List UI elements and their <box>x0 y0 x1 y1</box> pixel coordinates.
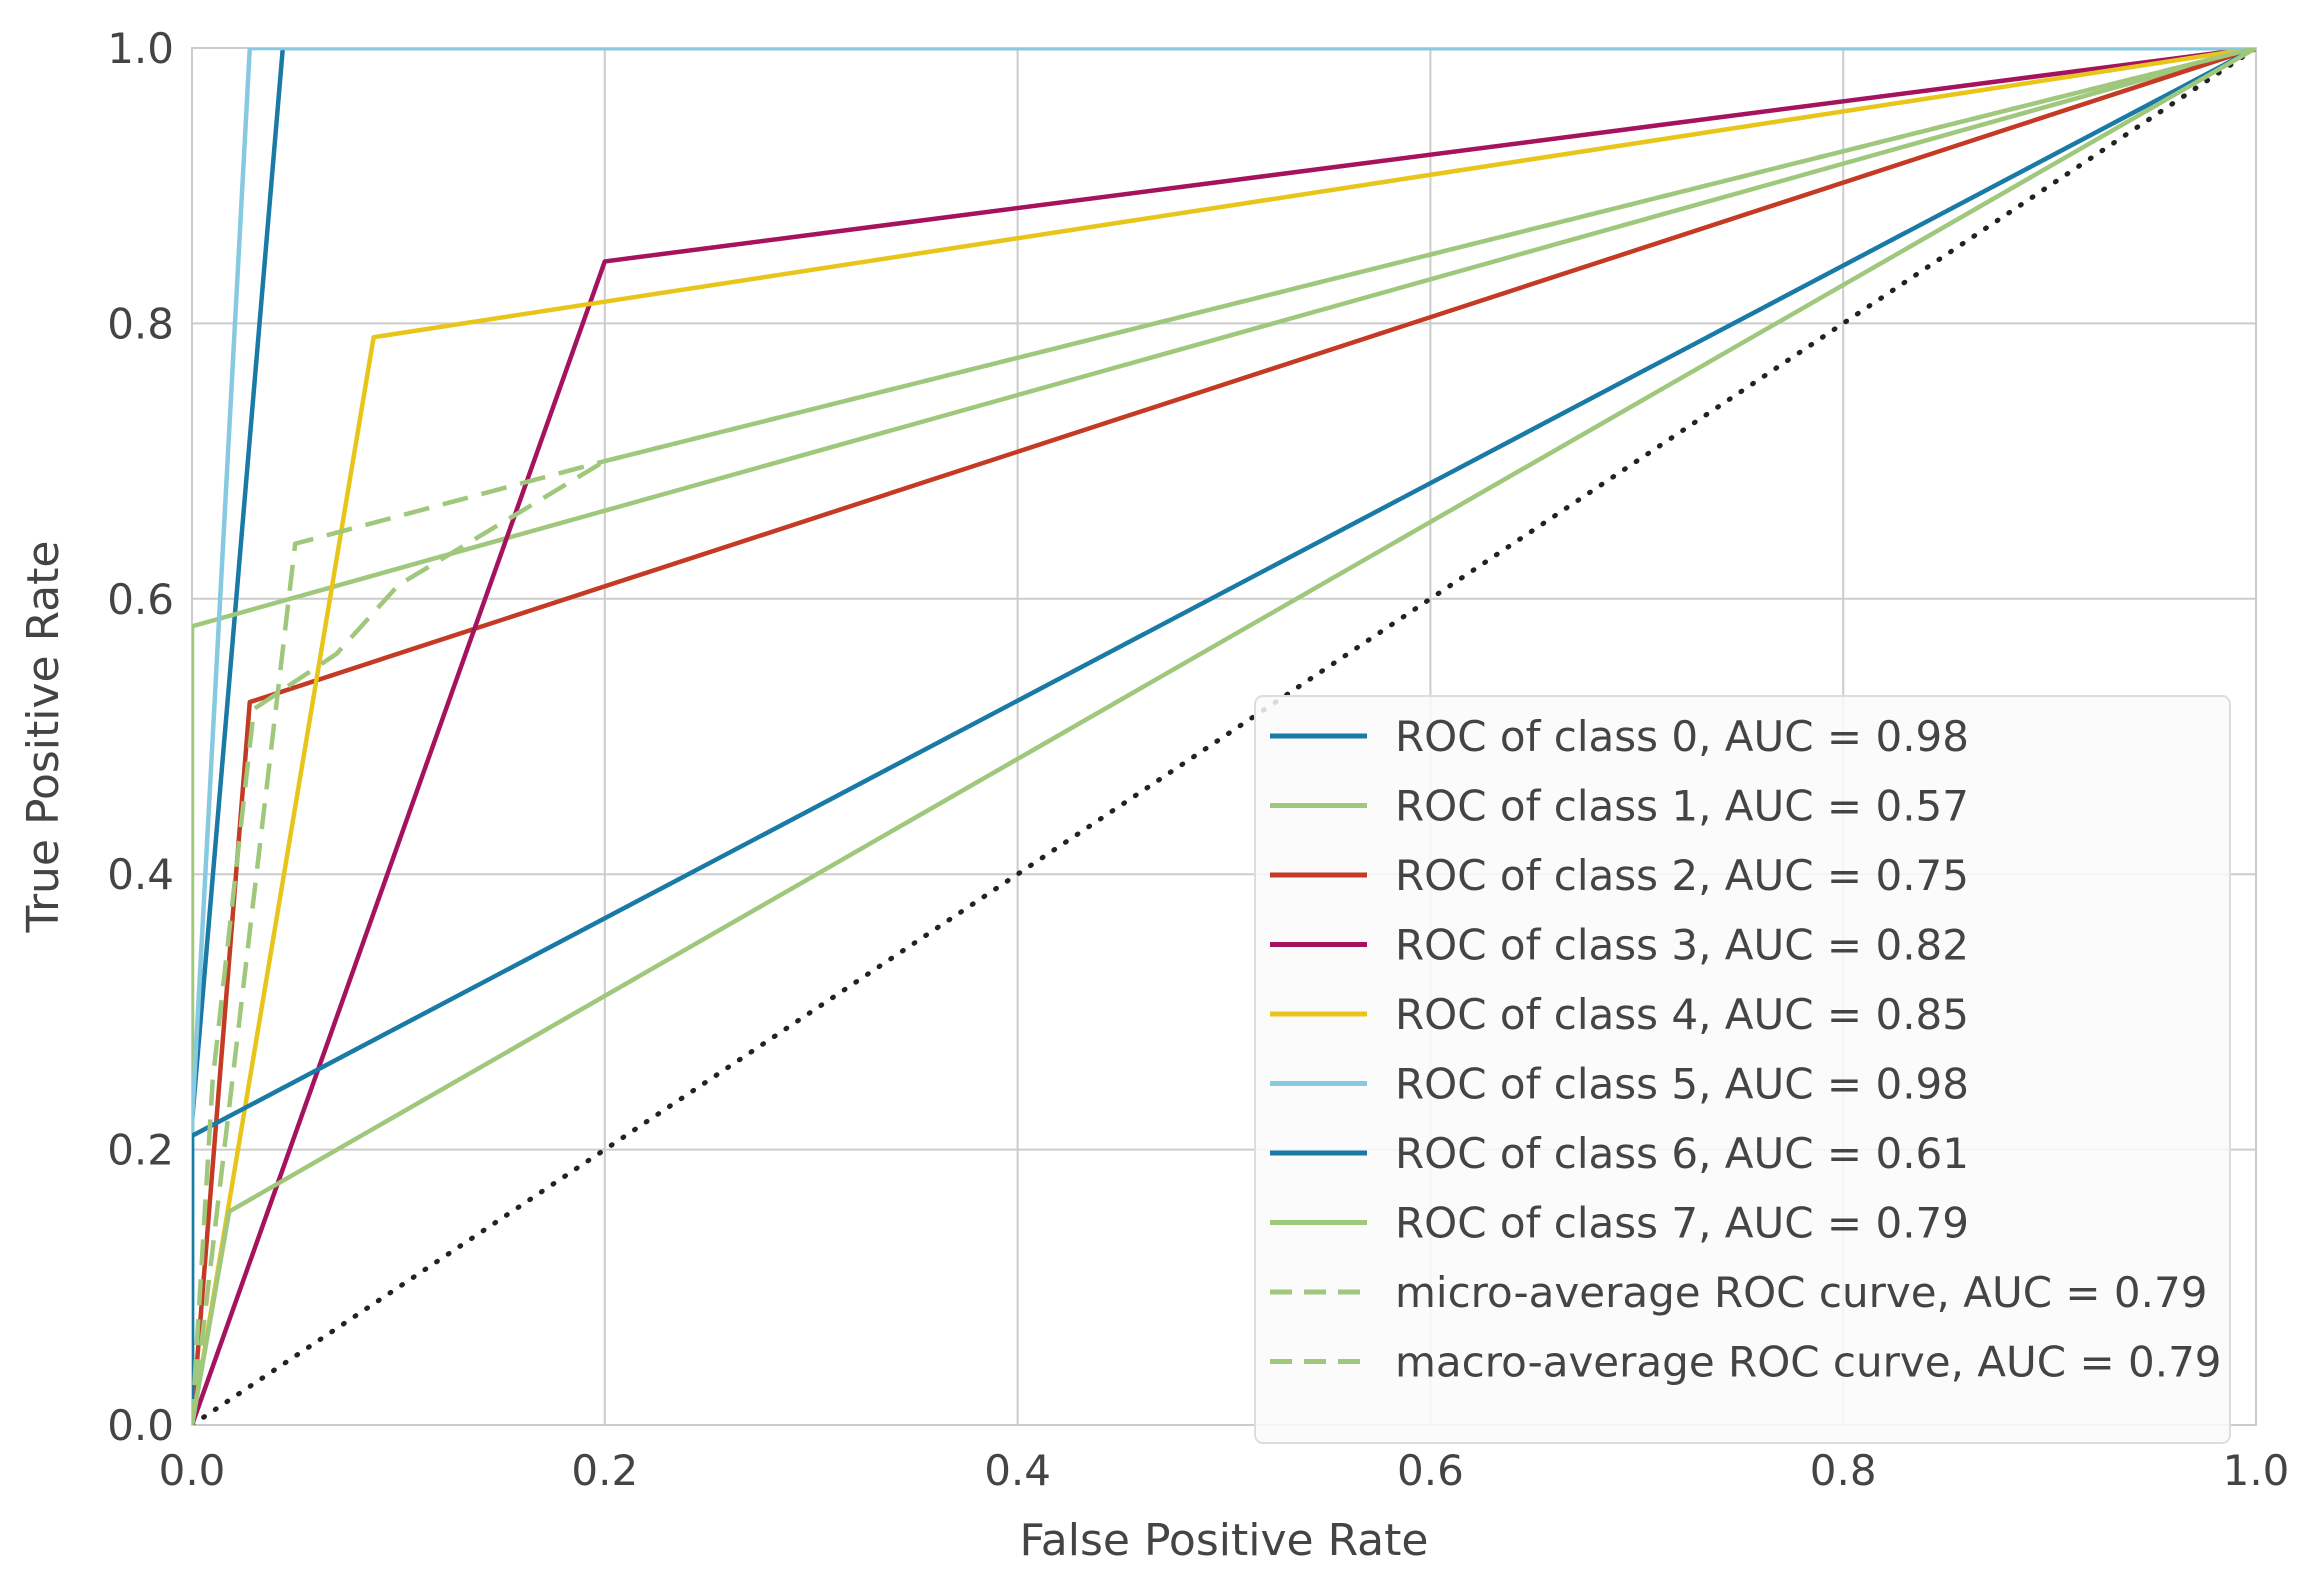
tick-labels: 0.0 0.2 0.4 0.6 0.8 1.0 0.0 0.2 0.4 0.6 0.8 1.0 <box>107 24 2289 1495</box>
y-axis-label: True Positive Rate <box>18 541 69 934</box>
series-lines <box>192 48 2256 1425</box>
legend-entry-label: macro-average ROC curve, AUC = 0.79 <box>1395 1338 2222 1387</box>
x-tick-label: 1.0 <box>2223 1446 2290 1495</box>
legend-box <box>1254 695 2231 1444</box>
legend-entry-label: micro-average ROC curve, AUC = 0.79 <box>1395 1268 2207 1317</box>
x-tick-label: 0.4 <box>984 1446 1051 1495</box>
y-tick-label: 0.4 <box>107 850 174 899</box>
roc-line-series-3 <box>192 48 2256 1425</box>
x-axis-label: False Positive Rate <box>1020 1515 1429 1566</box>
roc-line-series-2 <box>192 48 2256 1425</box>
roc-line-series-0 <box>192 48 2256 1425</box>
legend-entry-label: ROC of class 7, AUC = 0.79 <box>1395 1199 1969 1248</box>
roc-line-series-1 <box>192 48 2256 1425</box>
y-tick-label: 0.2 <box>107 1126 174 1175</box>
legend-entry-label: ROC of class 3, AUC = 0.82 <box>1395 921 1969 970</box>
y-tick-label: 0.8 <box>107 299 174 348</box>
legend: ROC of class 0, AUC = 0.98 ROC of class 1… <box>1254 695 2231 1444</box>
legend-entry-label: ROC of class 5, AUC = 0.98 <box>1395 1060 1969 1109</box>
x-tick-label: 0.8 <box>1810 1446 1877 1495</box>
roc-line-series-5 <box>192 48 2256 1425</box>
legend-entry-label: ROC of class 6, AUC = 0.61 <box>1395 1129 1969 1178</box>
x-tick-label: 0.2 <box>571 1446 638 1495</box>
legend-entry-label: ROC of class 0, AUC = 0.98 <box>1395 712 1969 761</box>
y-tick-label: 0.6 <box>107 575 174 624</box>
legend-entry-label: ROC of class 1, AUC = 0.57 <box>1395 782 1969 831</box>
y-tick-label: 1.0 <box>107 24 174 73</box>
roc-line-series-9 <box>192 48 2256 1425</box>
x-tick-label: 0.6 <box>1397 1446 1464 1495</box>
legend-entry-label: ROC of class 2, AUC = 0.75 <box>1395 851 1969 900</box>
roc-line-series-4 <box>192 48 2256 1425</box>
legend-entry-label: ROC of class 4, AUC = 0.85 <box>1395 990 1969 1039</box>
roc-line-series-7 <box>192 48 2256 1425</box>
x-tick-label: 0.0 <box>159 1446 226 1495</box>
roc-line-series-6 <box>192 48 2256 1425</box>
y-tick-label: 0.0 <box>107 1401 174 1450</box>
